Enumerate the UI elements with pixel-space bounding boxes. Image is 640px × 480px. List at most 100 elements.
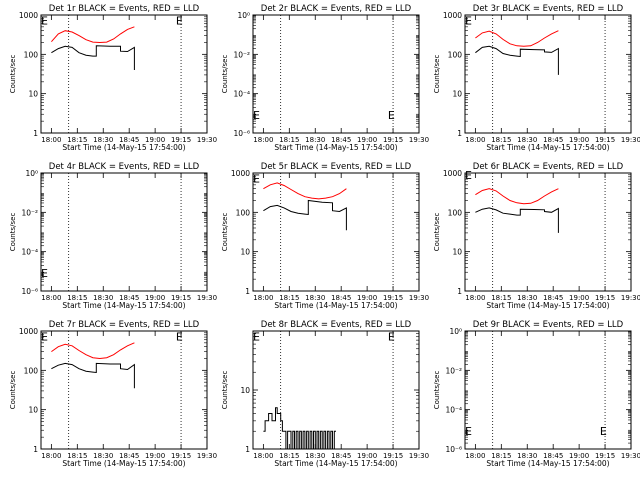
x-tick-label: 19:30 <box>197 136 217 144</box>
plot-frame <box>40 172 208 292</box>
x-tick-label: 19:00 <box>569 452 589 460</box>
x-tick-label: 18:45 <box>119 136 139 144</box>
y-tick-label: 10⁻⁴ <box>445 406 462 415</box>
x-tick-label: 19:30 <box>409 294 429 302</box>
plot-frame <box>464 330 632 450</box>
y-tick-label: 10 <box>452 248 462 257</box>
x-axis-label: Start Time (14-May-15 17:54:00) <box>486 143 609 152</box>
detector-panel-5: Det 5r BLACK = Events, RED = LLD 1 10 100 10… <box>221 162 429 310</box>
y-tick-label: 10⁻⁴ <box>21 248 38 257</box>
x-tick-label: 19:00 <box>357 294 377 302</box>
y-tick-label: 1 <box>33 129 38 138</box>
y-tick-label: 10⁻² <box>233 50 250 59</box>
y-tick-label: 10⁻² <box>445 366 462 375</box>
x-tick-label: 19:15 <box>171 294 191 302</box>
y-tick-label: 10⁰ <box>25 169 38 178</box>
y-tick-label: 1 <box>245 287 250 296</box>
x-tick-label: 18:15 <box>67 136 87 144</box>
x-tick-label: 19:15 <box>383 452 403 460</box>
panel-title: Det 8r BLACK = Events, RED = LLD <box>261 320 412 330</box>
x-axis-label: Start Time (14-May-15 17:54:00) <box>486 459 609 468</box>
x-tick-label: 19:15 <box>595 136 615 144</box>
x-tick-label: 19:00 <box>357 452 377 460</box>
x-tick-label: 18:30 <box>305 294 325 302</box>
detector-panel-6: Det 6r BLACK = Events, RED = LLD 1 10 100 10… <box>433 162 640 310</box>
y-tick-label: 100 <box>24 366 39 375</box>
x-tick-label: 19:30 <box>197 452 217 460</box>
x-tick-label: 18:45 <box>543 136 563 144</box>
e-marker: E <box>253 331 260 344</box>
x-tick-label: 19:15 <box>383 136 403 144</box>
x-tick-label: 19:00 <box>569 136 589 144</box>
events-series-line <box>263 199 347 231</box>
x-axis-label: Start Time (14-May-15 17:54:00) <box>274 143 397 152</box>
x-axis-label: Start Time (14-May-15 17:54:00) <box>62 459 185 468</box>
y-tick-label: 1000 <box>443 11 462 20</box>
x-tick-label: 19:15 <box>595 452 615 460</box>
x-tick-label: 19:30 <box>197 294 217 302</box>
e-marker: E <box>176 15 183 28</box>
x-tick-label: 18:15 <box>491 294 511 302</box>
detector-panel-9: Det 9r BLACK = Events, RED = LLD 10⁰ 10⁻² 1… <box>433 320 640 468</box>
detector-panel-4: Det 4r BLACK = Events, RED = LLD 10⁰ 10⁻² 1… <box>9 162 217 310</box>
y-tick-label: 1 <box>33 445 38 454</box>
x-tick-label: 19:30 <box>621 294 640 302</box>
detector-panel-3: Det 3r BLACK = Events, RED = LLD 1 10 100 10… <box>433 4 640 152</box>
panel-title: Det 1r BLACK = Events, RED = LLD <box>49 4 200 14</box>
events-series-line <box>51 362 135 389</box>
x-tick-label: 18:00 <box>253 136 273 144</box>
lld-series-line <box>51 342 135 360</box>
x-axis-label: Start Time (14-May-15 17:54:00) <box>274 459 397 468</box>
y-axis-label: Counts/sec <box>221 371 229 410</box>
x-tick-label: 18:00 <box>253 294 273 302</box>
y-tick-label: 1 <box>457 287 462 296</box>
x-tick-label: 18:30 <box>305 136 325 144</box>
events-series-line <box>475 45 559 75</box>
panel-title: Det 4r BLACK = Events, RED = LLD <box>49 162 200 172</box>
events-series-line <box>263 407 336 450</box>
x-tick-label: 18:15 <box>491 452 511 460</box>
x-tick-label: 18:15 <box>67 294 87 302</box>
x-tick-label: 18:45 <box>331 294 351 302</box>
x-tick-label: 18:30 <box>517 136 537 144</box>
y-axis-label: Counts/sec <box>221 213 229 252</box>
x-tick-label: 18:00 <box>41 136 61 144</box>
x-tick-label: 18:30 <box>93 136 113 144</box>
events-series-line <box>475 207 559 233</box>
plot-frame <box>464 172 632 292</box>
events-series-line <box>51 45 135 70</box>
x-tick-label: 18:15 <box>67 452 87 460</box>
lld-series-line <box>51 26 135 44</box>
x-tick-label: 19:00 <box>145 136 165 144</box>
panel-title: Det 2r BLACK = Events, RED = LLD <box>261 4 412 14</box>
x-tick-label: 19:00 <box>145 294 165 302</box>
x-tick-label: 18:30 <box>93 294 113 302</box>
y-tick-label: 10⁻² <box>21 208 38 217</box>
e-marker: E <box>465 169 472 182</box>
x-axis-label: Start Time (14-May-15 17:54:00) <box>62 301 185 310</box>
panel-title: Det 3r BLACK = Events, RED = LLD <box>473 4 624 14</box>
x-tick-label: 18:30 <box>517 452 537 460</box>
x-tick-label: 19:30 <box>409 452 429 460</box>
detector-panel-1: Det 1r BLACK = Events, RED = LLD 1 10 100 10… <box>9 4 217 152</box>
x-tick-label: 18:00 <box>253 452 273 460</box>
lld-series-line <box>475 188 559 205</box>
x-tick-label: 18:45 <box>119 294 139 302</box>
x-tick-label: 18:45 <box>543 294 563 302</box>
e-marker: E <box>253 173 260 186</box>
x-tick-label: 19:15 <box>171 452 191 460</box>
e-marker: E <box>465 15 472 28</box>
y-tick-label: 10⁰ <box>449 327 462 336</box>
e-marker: E <box>41 331 48 344</box>
x-axis-label: Start Time (14-May-15 17:54:00) <box>274 301 397 310</box>
e-marker: E <box>465 425 472 438</box>
detector-panel-8: Det 8r BLACK = Events, RED = LLD 1 10 18:00… <box>221 320 429 468</box>
panel-title: Det 5r BLACK = Events, RED = LLD <box>261 162 412 172</box>
y-tick-label: 10⁻⁶ <box>445 445 462 454</box>
x-tick-label: 18:15 <box>279 136 299 144</box>
e-marker: E <box>41 15 48 28</box>
x-tick-label: 19:00 <box>569 294 589 302</box>
plot-frame <box>40 330 208 450</box>
x-tick-label: 18:00 <box>41 294 61 302</box>
